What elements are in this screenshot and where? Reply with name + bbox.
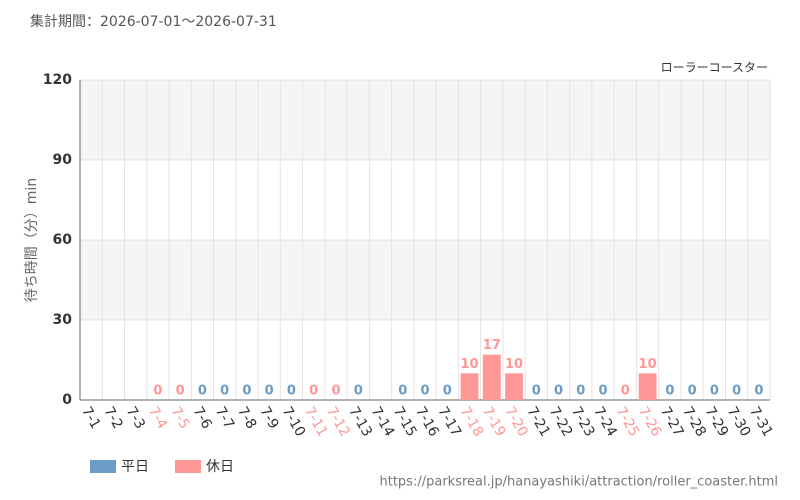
value-label: 0: [420, 384, 429, 399]
value-label: 0: [732, 384, 741, 399]
legend-label: 平日: [121, 459, 149, 475]
y-tick-label: 30: [53, 312, 73, 328]
legend-swatch: [90, 460, 116, 473]
grid-band: [80, 80, 770, 160]
value-label: 0: [443, 384, 452, 399]
value-label: 10: [505, 357, 523, 372]
value-label: 0: [265, 384, 274, 399]
bar: [638, 373, 657, 400]
value-label: 0: [242, 384, 251, 399]
value-label: 17: [483, 338, 501, 353]
value-label: 0: [153, 384, 162, 399]
chart-title: 集計期間：2026-07-01～2026-07-31: [30, 13, 277, 30]
x-tick-label: 7-31: [746, 404, 776, 440]
x-tick-label: 7-3: [123, 404, 148, 432]
x-tick-label: 7-6: [189, 404, 214, 432]
value-label: 0: [220, 384, 229, 399]
value-label: 0: [554, 384, 563, 399]
value-label: 0: [354, 384, 363, 399]
value-label: 0: [331, 384, 340, 399]
value-label: 0: [532, 384, 541, 399]
x-tick-label: 7-1: [78, 404, 103, 432]
value-label: 0: [287, 384, 296, 399]
x-tick-label: 7-2: [100, 404, 125, 432]
x-tick-label: 7-4: [145, 404, 170, 432]
value-label: 0: [398, 384, 407, 399]
bar: [505, 373, 523, 400]
y-axis-label: 待ち時間（分）min: [24, 178, 40, 302]
y-tick-label: 0: [62, 392, 72, 408]
y-tick-label: 120: [43, 72, 72, 88]
legend-swatch: [175, 460, 201, 473]
value-label: 10: [639, 357, 657, 372]
x-tick-label: 7-5: [167, 404, 192, 432]
y-tick-label: 90: [53, 152, 73, 168]
bar: [460, 373, 479, 400]
value-label: 0: [198, 384, 207, 399]
value-label: 0: [754, 384, 763, 399]
value-label: 0: [309, 384, 318, 399]
chart-subtitle: ローラーコースター: [661, 61, 768, 75]
bar: [482, 354, 501, 400]
grid-band: [80, 240, 770, 320]
x-tick-label: 7-8: [234, 404, 259, 432]
legend-label: 休日: [206, 459, 234, 475]
value-label: 10: [460, 357, 478, 372]
value-label: 0: [576, 384, 585, 399]
value-label: 0: [176, 384, 185, 399]
source-url: https://parksreal.jp/hanayashiki/attract…: [380, 475, 779, 490]
x-tick-label: 7-9: [256, 404, 281, 432]
value-label: 0: [665, 384, 674, 399]
x-tick-label: 7-7: [212, 404, 237, 432]
value-label: 0: [621, 384, 630, 399]
value-label: 0: [688, 384, 697, 399]
value-label: 0: [710, 384, 719, 399]
value-label: 0: [599, 384, 608, 399]
y-tick-label: 60: [53, 232, 73, 248]
